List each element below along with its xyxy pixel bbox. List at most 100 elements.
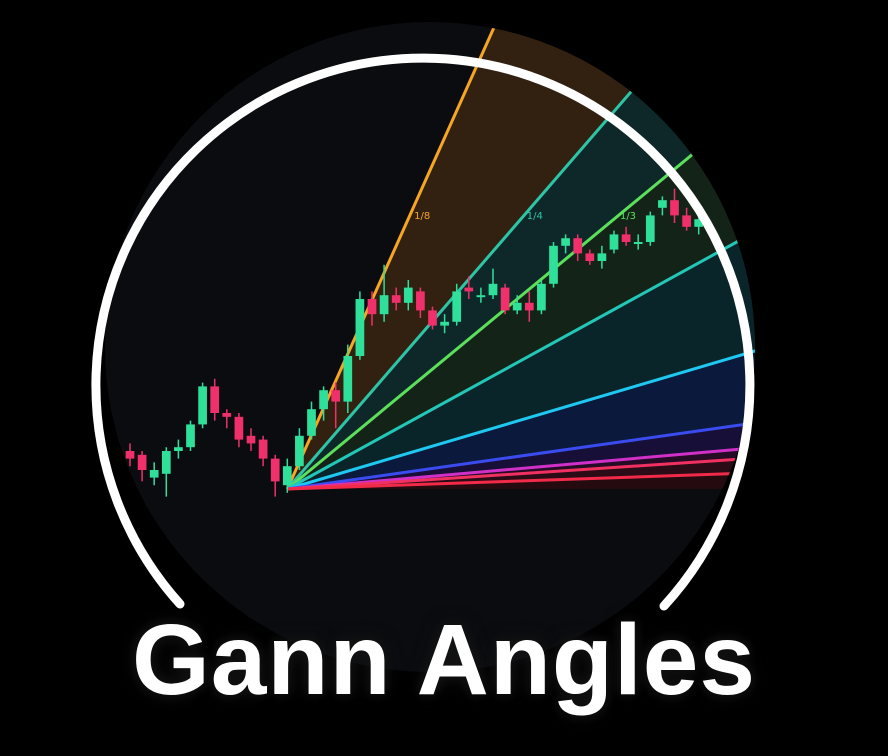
- candle-body: [694, 219, 704, 227]
- candle-body: [621, 234, 631, 242]
- candle: [307, 401, 316, 440]
- candle-body: [258, 439, 268, 459]
- fan-lines: [285, 22, 755, 491]
- fan-line-1-4: [286, 22, 755, 490]
- candle-body: [210, 386, 220, 413]
- candle-body: [307, 409, 316, 436]
- candle: [125, 443, 135, 467]
- candle-body: [174, 447, 183, 451]
- candles: [125, 188, 704, 497]
- fan-line-1-1: [286, 319, 755, 491]
- candle-body: [682, 215, 691, 227]
- candle: [210, 378, 220, 421]
- ring-outline: [91, 53, 755, 611]
- candle-body: [343, 356, 353, 402]
- candle: [512, 295, 522, 315]
- candle: [222, 409, 232, 429]
- fan-line-1-2: [286, 175, 755, 491]
- candle: [670, 188, 679, 223]
- candle-body: [573, 238, 583, 254]
- candle-body: [670, 200, 679, 216]
- candle: [476, 287, 486, 303]
- candle: [331, 382, 341, 429]
- candle: [621, 226, 631, 246]
- candle: [379, 264, 389, 322]
- candle: [440, 314, 449, 334]
- candle: [282, 458, 292, 493]
- candle: [633, 234, 643, 250]
- candle-body: [246, 435, 256, 444]
- candle: [597, 245, 607, 269]
- candle: [500, 283, 510, 315]
- candle-body: [658, 200, 667, 208]
- candle: [609, 230, 619, 254]
- candle-body: [198, 386, 207, 425]
- candle: [137, 451, 147, 482]
- candle: [161, 447, 171, 497]
- candle-body: [500, 287, 510, 311]
- candle-body: [234, 416, 244, 440]
- candle: [149, 462, 159, 486]
- candle: [234, 413, 244, 448]
- candle: [295, 428, 304, 470]
- candle-body: [549, 245, 558, 284]
- candle: [428, 306, 437, 330]
- candle-body: [161, 451, 171, 474]
- candle-body: [476, 295, 486, 298]
- fan-line-4-1: [287, 449, 755, 491]
- candle-body: [452, 291, 462, 322]
- candle: [452, 283, 462, 326]
- candle-body: [270, 458, 280, 482]
- candle-body: [524, 302, 534, 311]
- candle-body: [633, 242, 643, 244]
- candle: [355, 291, 365, 360]
- fan-labels: 1/8 1/4 1/3: [414, 211, 636, 222]
- fan-line-2-1: [287, 407, 755, 491]
- candle-body: [440, 321, 449, 326]
- fan-line-1-3: [286, 22, 755, 491]
- candle-body: [331, 390, 341, 402]
- candle: [524, 291, 534, 322]
- candle-body: [597, 253, 607, 261]
- fan-line-1-8: [285, 22, 755, 490]
- candle-body: [537, 283, 546, 311]
- candle-body: [186, 424, 195, 448]
- candle-body: [295, 435, 304, 467]
- candle: [416, 287, 425, 318]
- candle-body: [645, 215, 655, 242]
- candle: [488, 268, 498, 299]
- candle-body: [416, 291, 425, 311]
- candle-body: [222, 413, 232, 417]
- fan-line-3-1: [287, 437, 755, 491]
- candle-body: [609, 234, 619, 250]
- candle-body: [512, 302, 522, 311]
- candle: [246, 428, 256, 451]
- candle: [645, 211, 655, 246]
- candle: [537, 280, 546, 315]
- candle: [270, 454, 280, 497]
- candle: [573, 234, 583, 261]
- fan-line-8-1: [287, 467, 755, 491]
- candle-body: [464, 287, 474, 292]
- candle-body: [125, 451, 135, 459]
- candle: [186, 420, 195, 451]
- candle: [174, 439, 183, 459]
- candle: [682, 207, 691, 231]
- candle-body: [585, 253, 595, 261]
- candle-body: [561, 238, 570, 246]
- candle-body: [379, 295, 389, 315]
- candle: [319, 386, 328, 421]
- candle-body: [355, 299, 365, 356]
- candle-body: [137, 454, 147, 470]
- candle-body: [367, 299, 377, 315]
- candle: [549, 242, 558, 288]
- candle: [403, 280, 413, 311]
- candle: [198, 382, 207, 429]
- fan-label-1-8: 1/8: [414, 211, 430, 222]
- candle-body: [403, 287, 413, 303]
- candle: [561, 234, 570, 254]
- candle-body: [488, 283, 498, 296]
- candle-body: [319, 390, 328, 410]
